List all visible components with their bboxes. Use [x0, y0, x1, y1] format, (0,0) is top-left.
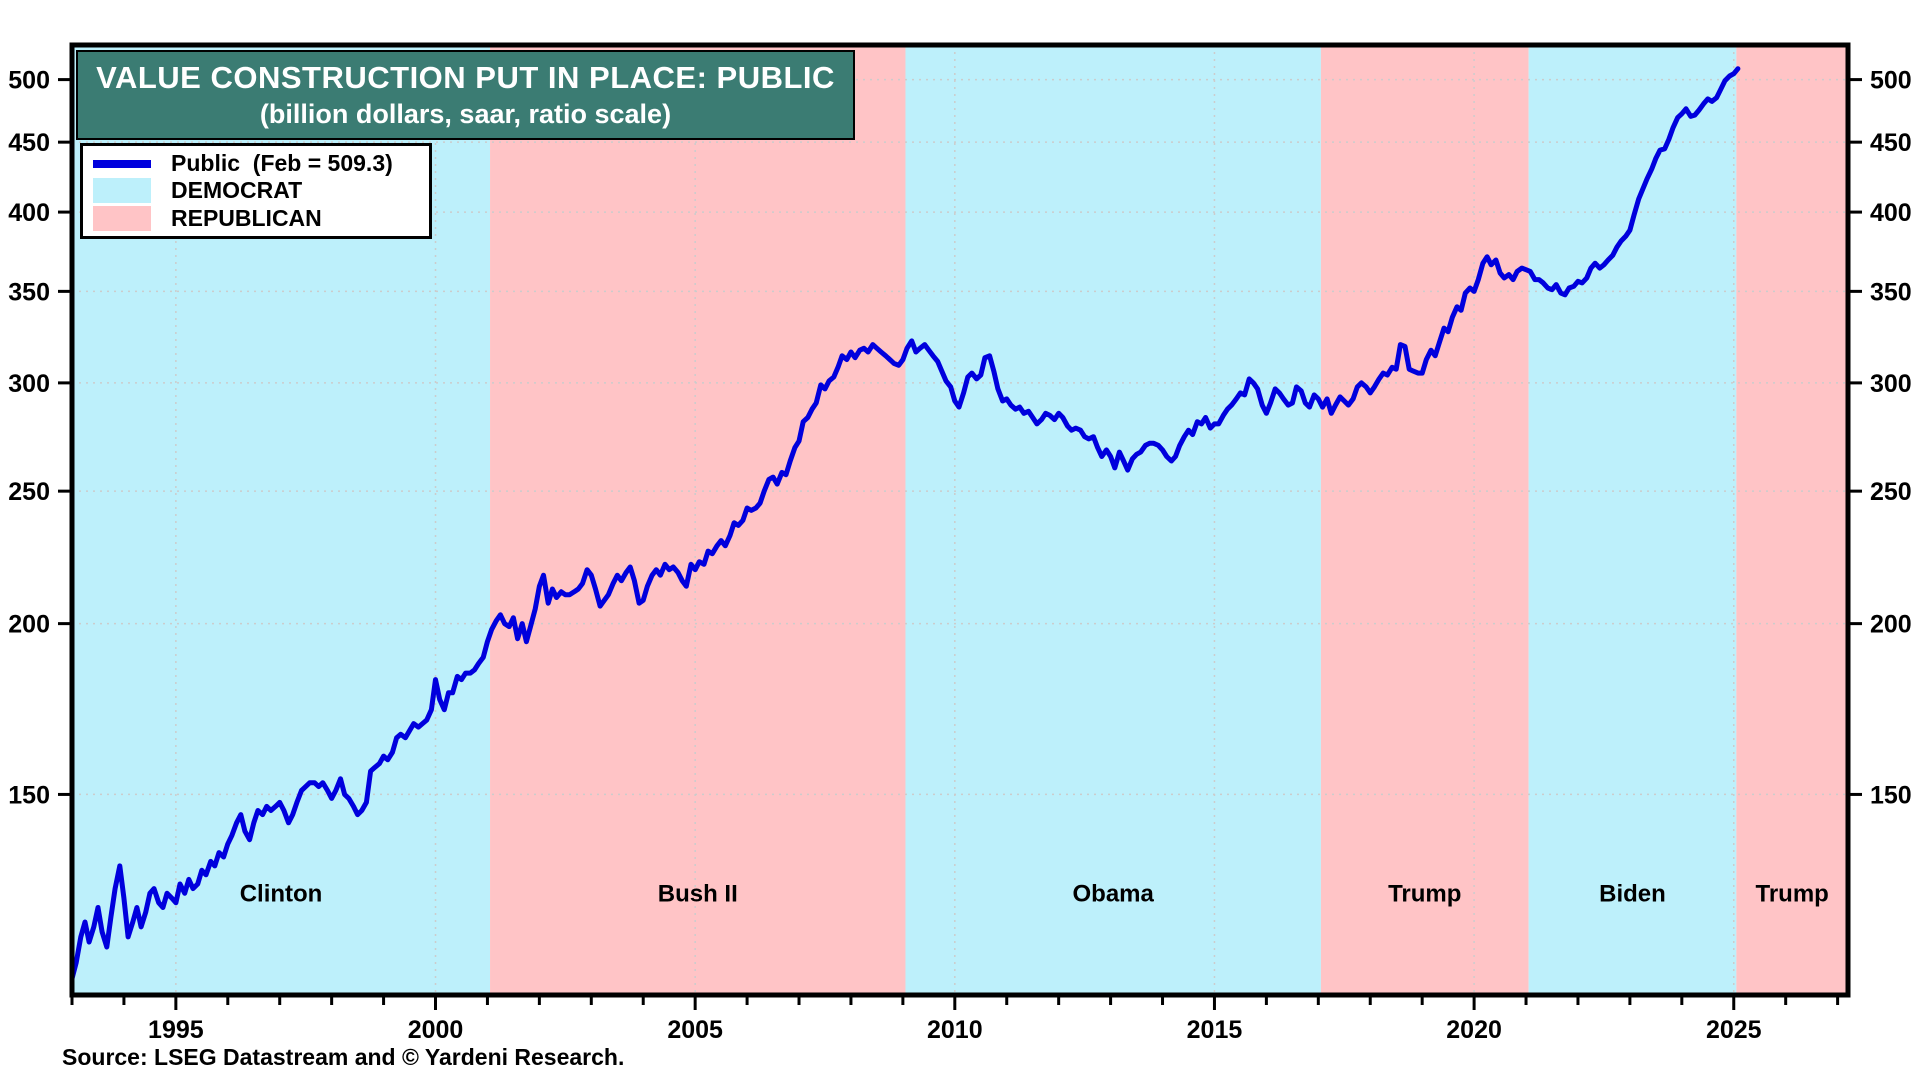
legend-color-swatch	[93, 178, 151, 204]
president-band-label: Bush II	[658, 880, 738, 907]
y-tick-label-left: 200	[8, 611, 50, 639]
legend-label: DEMOCRAT	[171, 177, 303, 204]
y-tick-label-right: 300	[1870, 370, 1912, 398]
y-tick-label-right: 200	[1870, 611, 1912, 639]
president-band-label: Trump	[1388, 880, 1461, 907]
x-tick-label: 2020	[1446, 1016, 1502, 1044]
x-tick-label: 2010	[927, 1016, 983, 1044]
source-attribution: Source: LSEG Datastream and © Yardeni Re…	[62, 1044, 625, 1070]
legend-label: REPUBLICAN	[171, 204, 322, 231]
y-tick-label-right: 350	[1870, 278, 1912, 306]
y-tick-label-right: 450	[1870, 129, 1912, 157]
president-band-label: Obama	[1073, 880, 1155, 907]
y-tick-label-left: 400	[8, 199, 50, 227]
democrat-band	[905, 45, 1321, 995]
chart-title-box: VALUE CONSTRUCTION PUT IN PLACE: PUBLIC …	[76, 50, 855, 140]
democrat-band	[1528, 45, 1737, 995]
y-tick-label-right: 150	[1870, 781, 1912, 809]
public-construction-line	[69, 66, 1741, 982]
legend-item: Public (Feb = 509.3)	[93, 150, 419, 177]
president-band-label: Trump	[1756, 880, 1829, 907]
legend-line-swatch	[93, 159, 151, 168]
x-tick-label: 2015	[1187, 1016, 1243, 1044]
legend: Public (Feb = 509.3) DEMOCRAT REPUBLICAN	[80, 143, 432, 239]
republican-band	[490, 45, 906, 995]
y-tick-label-right: 500	[1870, 67, 1912, 95]
chart-title: VALUE CONSTRUCTION PUT IN PLACE: PUBLIC	[96, 60, 835, 96]
y-tick-label-left: 350	[8, 278, 50, 306]
legend-label: Public (Feb = 509.3)	[171, 150, 393, 177]
x-tick-label: 2025	[1706, 1016, 1762, 1044]
plot-frame	[69, 42, 1851, 998]
legend-item: DEMOCRAT	[93, 177, 419, 204]
y-tick-label-left: 150	[8, 781, 50, 809]
chart-subtitle: (billion dollars, saar, ratio scale)	[259, 99, 672, 130]
president-band-label: Biden	[1599, 880, 1666, 907]
y-tick-label-right: 400	[1870, 199, 1912, 227]
y-tick-label-left: 450	[8, 129, 50, 157]
x-tick-label: 2000	[408, 1016, 464, 1044]
republican-band	[1736, 45, 1848, 995]
republican-band	[1320, 45, 1529, 995]
legend-item: REPUBLICAN	[93, 205, 419, 232]
legend-color-swatch	[93, 205, 151, 231]
x-tick-label: 1995	[148, 1016, 204, 1044]
y-tick-label-left: 300	[8, 370, 50, 398]
y-tick-label-right: 250	[1870, 478, 1912, 506]
president-band-label: Clinton	[240, 880, 323, 907]
y-tick-label-left: 500	[8, 67, 50, 95]
x-tick-label: 2005	[667, 1016, 723, 1044]
y-tick-label-left: 250	[8, 478, 50, 506]
